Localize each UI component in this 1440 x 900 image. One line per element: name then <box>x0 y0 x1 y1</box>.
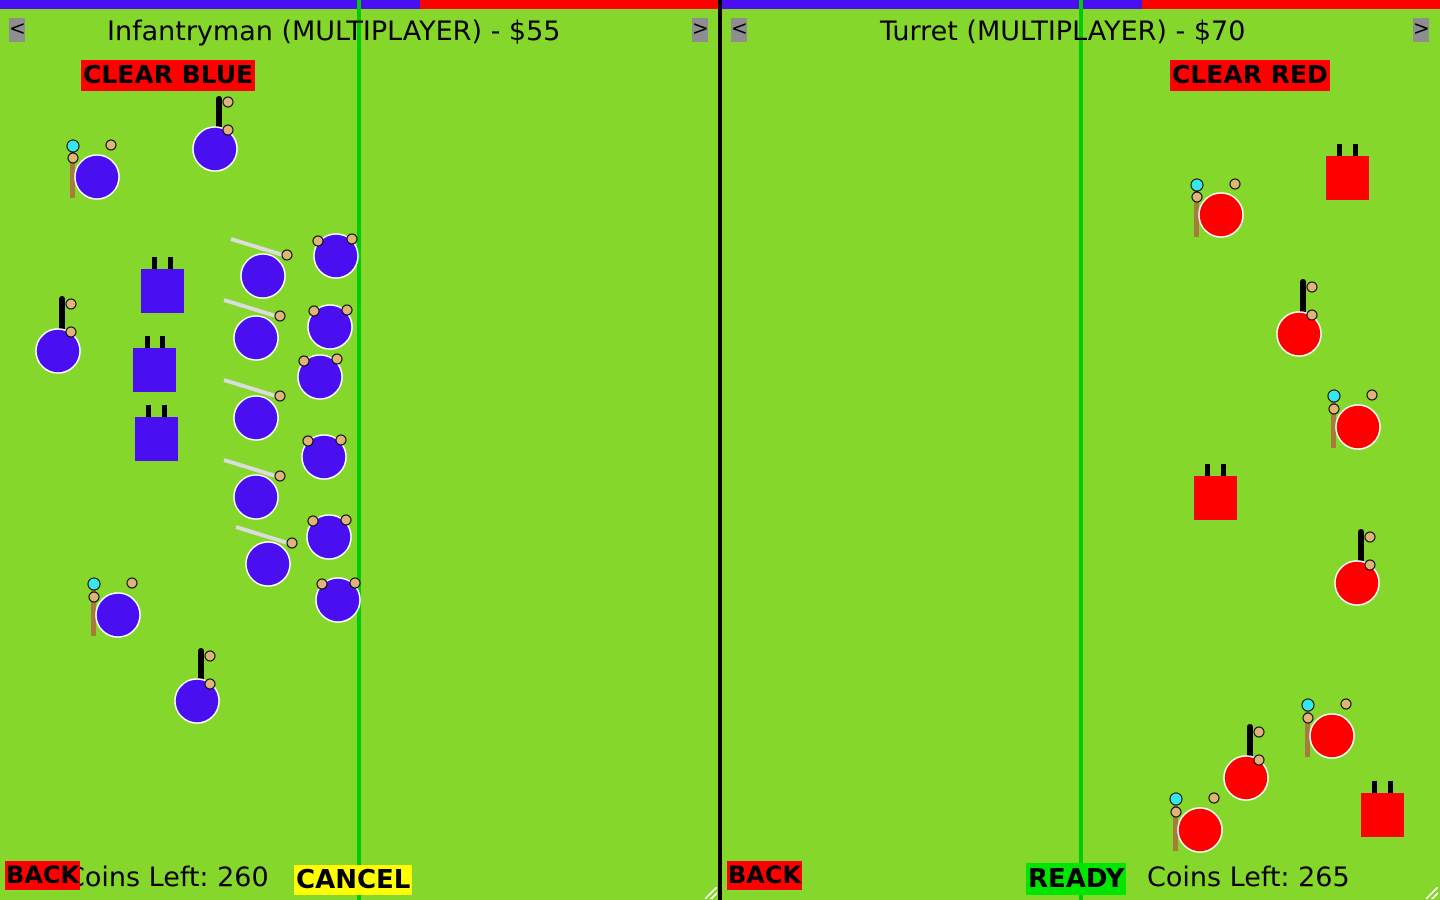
blue-swordsman[interactable] <box>235 525 298 587</box>
blue-infantryman[interactable] <box>192 96 238 172</box>
blue-health-bar <box>722 0 1142 9</box>
ready-button[interactable]: READY <box>1026 863 1127 895</box>
red-mage[interactable] <box>1301 698 1355 759</box>
chevron-right-icon: > <box>692 16 709 40</box>
clear-red-button[interactable]: CLEAR RED <box>1170 60 1330 91</box>
blue-team-panel[interactable]: < > Infantryman (MULTIPLAYER) - $55 CLEA… <box>0 0 718 900</box>
next-unit-button[interactable]: > <box>1413 16 1430 42</box>
blue-brawler[interactable] <box>307 304 353 350</box>
blue-turret[interactable] <box>133 336 176 392</box>
red-mage[interactable] <box>1169 792 1223 853</box>
blue-brawler[interactable] <box>306 514 352 560</box>
blue-turret[interactable] <box>141 257 184 313</box>
blue-infantryman[interactable] <box>35 296 81 374</box>
red-mage[interactable] <box>1190 178 1244 238</box>
red-turret[interactable] <box>1326 144 1369 200</box>
back-button-red[interactable]: BACK <box>727 861 803 890</box>
chevron-left-icon: < <box>731 16 748 40</box>
blue-swordsman[interactable] <box>223 458 286 520</box>
blue-placement-boundary <box>357 0 361 900</box>
unit-title: Turret (MULTIPLAYER) - $70 <box>880 16 1246 47</box>
resize-grip-icon[interactable] <box>705 887 717 899</box>
blue-brawler[interactable] <box>301 434 347 480</box>
cancel-button[interactable]: CANCEL <box>294 865 413 895</box>
blue-swordsman[interactable] <box>223 298 286 361</box>
blue-infantryman[interactable] <box>174 648 220 724</box>
red-health-bar <box>420 0 718 9</box>
red-infantryman[interactable] <box>1223 724 1269 801</box>
panel-divider <box>718 0 722 900</box>
blue-brawler[interactable] <box>315 577 361 623</box>
blue-units-layer[interactable] <box>0 0 718 900</box>
blue-health-bar <box>0 0 420 9</box>
blue-swordsman[interactable] <box>230 237 293 299</box>
red-turret[interactable] <box>1361 781 1404 837</box>
blue-turret[interactable] <box>135 405 178 461</box>
red-team-panel[interactable]: < > Turret (MULTIPLAYER) - $70 CLEAR RED <box>722 0 1440 900</box>
red-units-layer[interactable] <box>722 0 1440 900</box>
blue-brawler[interactable] <box>297 353 343 400</box>
coins-left-blue: Coins Left: 260 <box>66 862 269 893</box>
next-unit-button[interactable]: > <box>692 16 709 42</box>
red-health-bar <box>1142 0 1440 9</box>
blue-brawler[interactable] <box>312 233 359 279</box>
coins-left-red: Coins Left: 265 <box>1147 862 1350 893</box>
prev-unit-button[interactable]: < <box>9 16 26 42</box>
red-turret[interactable] <box>1194 464 1237 520</box>
red-infantryman[interactable] <box>1334 529 1380 606</box>
chevron-right-icon: > <box>1413 16 1430 40</box>
resize-grip-icon[interactable] <box>1426 887 1438 899</box>
blue-mage[interactable] <box>87 577 141 638</box>
blue-mage[interactable] <box>66 139 120 200</box>
red-placement-boundary <box>1079 0 1083 900</box>
blue-swordsman[interactable] <box>223 378 286 441</box>
chevron-left-icon: < <box>9 16 26 40</box>
back-button-blue[interactable]: BACK <box>5 861 81 890</box>
red-infantryman[interactable] <box>1276 279 1322 357</box>
clear-blue-button[interactable]: CLEAR BLUE <box>81 60 256 91</box>
red-mage[interactable] <box>1327 389 1381 450</box>
prev-unit-button[interactable]: < <box>731 16 748 42</box>
unit-title: Infantryman (MULTIPLAYER) - $55 <box>107 16 561 47</box>
